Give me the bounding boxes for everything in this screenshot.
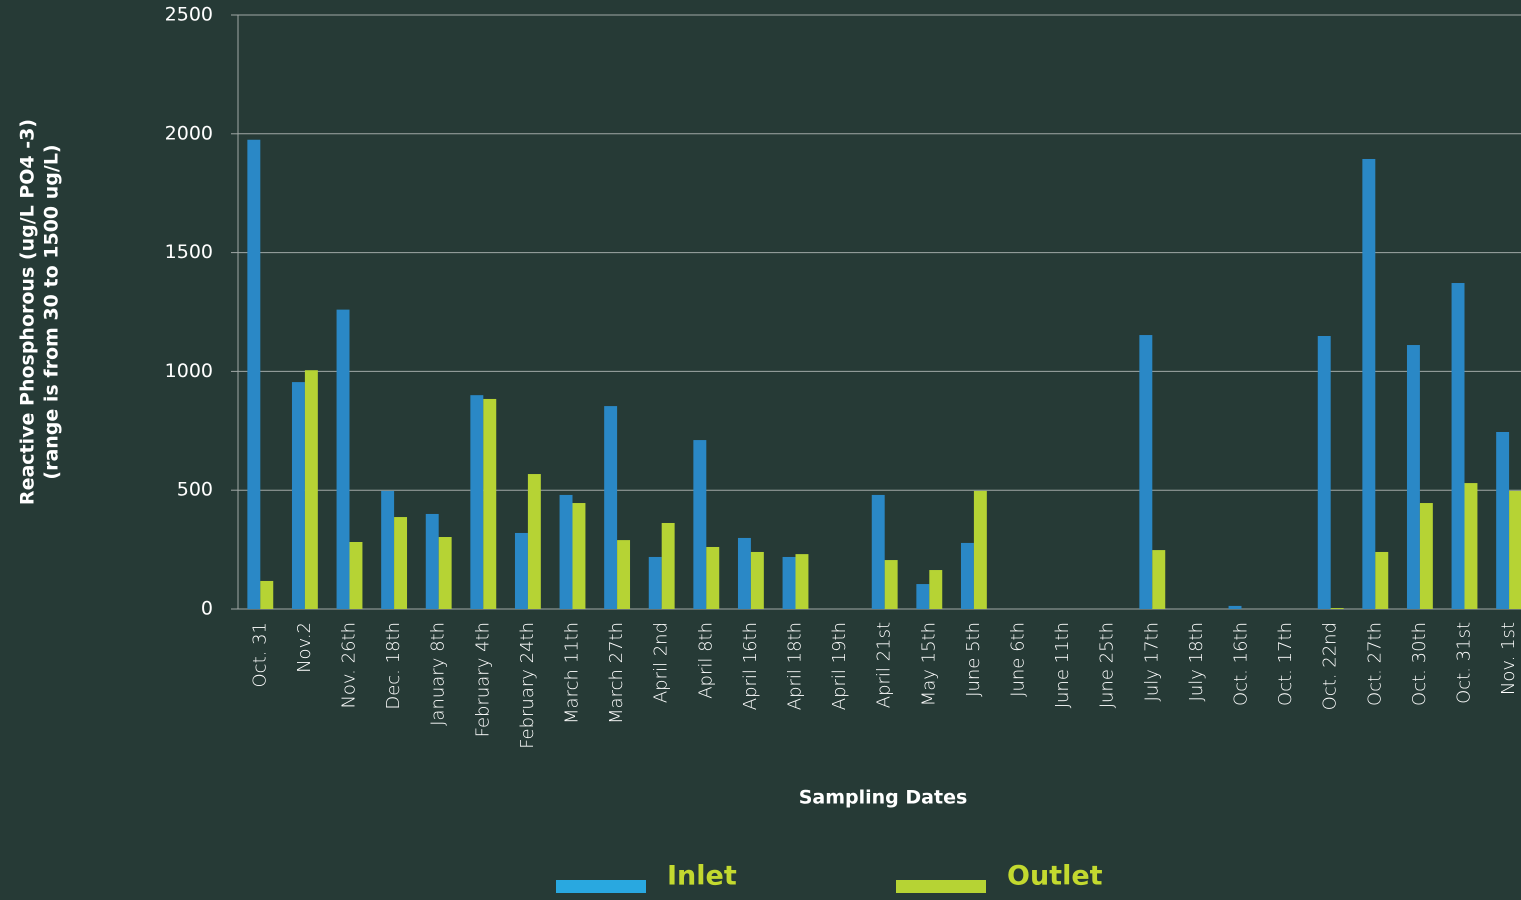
bar bbox=[1419, 503, 1433, 609]
y-axis-label-line: Reactive Phosphorous (ug/L PO4 -3) bbox=[17, 119, 39, 505]
x-tick-label: April 21st bbox=[874, 622, 895, 708]
x-tick-label: June 5th bbox=[963, 622, 984, 697]
y-tick-label: 2000 bbox=[165, 122, 213, 144]
bar bbox=[916, 584, 930, 609]
bar bbox=[1375, 551, 1389, 609]
x-tick-label: Oct. 31st bbox=[1454, 622, 1475, 704]
bar bbox=[483, 398, 497, 609]
bar bbox=[260, 580, 274, 609]
bar bbox=[648, 556, 662, 609]
x-tick-label: April 8th bbox=[695, 622, 716, 699]
bar bbox=[750, 551, 764, 609]
bar bbox=[693, 440, 707, 609]
x-tick-label: April 2nd bbox=[651, 622, 672, 703]
x-tick-label: Oct. 27th bbox=[1364, 622, 1385, 706]
x-tick-label: Oct. 16th bbox=[1231, 622, 1252, 706]
bar bbox=[795, 554, 809, 609]
bar bbox=[425, 513, 439, 609]
bar bbox=[884, 560, 898, 609]
x-tick-label: Dec. 18th bbox=[383, 622, 404, 710]
bar bbox=[1362, 158, 1376, 609]
bar bbox=[470, 395, 484, 609]
y-tick-label: 0 bbox=[201, 598, 213, 620]
bar bbox=[737, 537, 751, 609]
bar bbox=[1464, 483, 1478, 609]
x-tick-label: May 15th bbox=[918, 622, 939, 706]
x-tick-label: April 18th bbox=[785, 622, 806, 710]
legend-swatch bbox=[556, 880, 646, 893]
bar bbox=[394, 517, 408, 609]
bar bbox=[514, 532, 528, 609]
bar bbox=[1496, 431, 1510, 609]
legend-label: Outlet bbox=[1007, 861, 1103, 892]
x-tick-label: March 11th bbox=[562, 622, 583, 724]
bar bbox=[706, 546, 720, 609]
x-axis-label: Sampling Dates bbox=[799, 787, 968, 809]
x-tick-label: February 24th bbox=[517, 622, 538, 749]
bar bbox=[527, 474, 541, 609]
x-tick-label: March 27th bbox=[606, 622, 627, 724]
bar bbox=[960, 542, 974, 609]
bar bbox=[1406, 345, 1420, 609]
x-tick-label: Oct. 22nd bbox=[1320, 622, 1341, 710]
x-tick-label: Oct. 30th bbox=[1409, 622, 1430, 706]
bar bbox=[929, 570, 943, 609]
x-tick-label: January 8th bbox=[428, 622, 449, 726]
x-tick-label: June 6th bbox=[1008, 622, 1029, 697]
x-tick-label: Nov. 1st bbox=[1498, 622, 1519, 695]
bar bbox=[782, 556, 796, 609]
x-tick-label: February 4th bbox=[472, 622, 493, 737]
x-tick-label: June 11th bbox=[1052, 622, 1073, 708]
x-tick-label: April 19th bbox=[829, 622, 850, 710]
bar bbox=[247, 139, 261, 610]
bar bbox=[1228, 605, 1242, 609]
bar bbox=[973, 490, 987, 609]
bar bbox=[1330, 608, 1344, 609]
x-tick-label: July 17th bbox=[1141, 622, 1162, 701]
bar bbox=[871, 494, 885, 609]
y-tick-label: 1000 bbox=[165, 360, 213, 382]
x-tick-label: June 25th bbox=[1097, 622, 1118, 708]
bar bbox=[1152, 550, 1166, 609]
y-tick-label: 2500 bbox=[165, 4, 213, 26]
bar bbox=[1509, 490, 1521, 609]
bar bbox=[617, 540, 631, 609]
y-axis-label-line: (range is from 30 to 1500 ug/L) bbox=[41, 144, 63, 479]
x-tick-label: July 18th bbox=[1186, 622, 1207, 701]
bar bbox=[1451, 283, 1465, 609]
x-tick-label: Oct. 17th bbox=[1275, 622, 1296, 706]
legend-swatch bbox=[896, 880, 986, 893]
x-tick-label: Oct. 31 bbox=[249, 622, 270, 687]
y-tick-label: 1500 bbox=[165, 241, 213, 263]
bar bbox=[349, 541, 363, 609]
bar bbox=[336, 309, 350, 609]
y-tick-label: 500 bbox=[177, 479, 213, 501]
bar bbox=[661, 522, 675, 609]
bar bbox=[304, 370, 318, 609]
legend-label: Inlet bbox=[667, 861, 737, 892]
bar bbox=[381, 490, 395, 609]
x-tick-label: Nov.2 bbox=[294, 622, 315, 673]
bar bbox=[438, 537, 452, 609]
bar bbox=[1317, 335, 1331, 609]
x-tick-label: Nov. 26th bbox=[339, 622, 360, 709]
bar bbox=[291, 382, 305, 609]
x-tick-label: April 16th bbox=[740, 622, 761, 710]
bar bbox=[604, 406, 618, 609]
y-axis-label: Reactive Phosphorous (ug/L PO4 -3) (rang… bbox=[17, 119, 63, 505]
bar bbox=[1139, 335, 1153, 609]
bar bbox=[572, 503, 586, 609]
bar bbox=[559, 494, 573, 609]
